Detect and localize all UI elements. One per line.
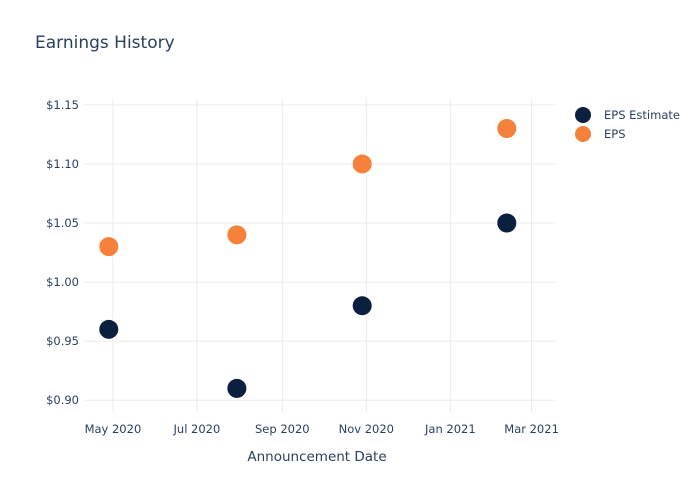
y-tick-label: $0.90 bbox=[46, 393, 79, 407]
y-tick-label: $1.05 bbox=[46, 216, 79, 230]
legend-item[interactable]: EPS bbox=[575, 126, 626, 142]
legend-item[interactable]: EPS Estimate bbox=[575, 107, 680, 123]
legend-marker-icon bbox=[575, 126, 591, 142]
x-tick-label: May 2020 bbox=[85, 422, 142, 436]
x-tick-label: Jan 2021 bbox=[424, 422, 476, 436]
data-point[interactable] bbox=[98, 236, 120, 258]
legend[interactable]: EPS Estimate EPS bbox=[575, 107, 680, 142]
data-point[interactable] bbox=[496, 212, 518, 234]
legend-label: EPS Estimate bbox=[604, 108, 680, 122]
x-tick-label: Jul 2020 bbox=[173, 422, 221, 436]
series-eps-estimate bbox=[98, 212, 518, 399]
data-point[interactable] bbox=[226, 377, 248, 399]
y-axis-ticks: $0.90 $0.95 $1.00 $1.05 $1.10 $1.15 bbox=[46, 98, 79, 407]
legend-label: EPS bbox=[604, 127, 626, 141]
x-tick-label: Nov 2020 bbox=[339, 422, 394, 436]
y-tick-label: $1.00 bbox=[46, 275, 79, 289]
x-axis-ticks: May 2020 Jul 2020 Sep 2020 Nov 2020 Jan 2021… bbox=[85, 422, 559, 436]
data-point[interactable] bbox=[496, 118, 518, 140]
chart-title: Earnings History bbox=[35, 33, 175, 53]
data-point[interactable] bbox=[226, 224, 248, 246]
x-axis-title: Announcement Date bbox=[247, 449, 386, 465]
x-tick-label: Mar 2021 bbox=[504, 422, 559, 436]
legend-marker-icon bbox=[575, 107, 591, 123]
x-tick-label: Sep 2020 bbox=[255, 422, 310, 436]
data-point[interactable] bbox=[351, 153, 373, 175]
data-point[interactable] bbox=[98, 318, 120, 340]
data-points bbox=[98, 118, 518, 399]
y-tick-label: $0.95 bbox=[46, 334, 79, 348]
data-point[interactable] bbox=[351, 295, 373, 317]
y-tick-label: $1.15 bbox=[46, 98, 79, 112]
series-eps bbox=[98, 118, 518, 258]
y-tick-label: $1.10 bbox=[46, 157, 79, 171]
grid bbox=[84, 99, 555, 412]
